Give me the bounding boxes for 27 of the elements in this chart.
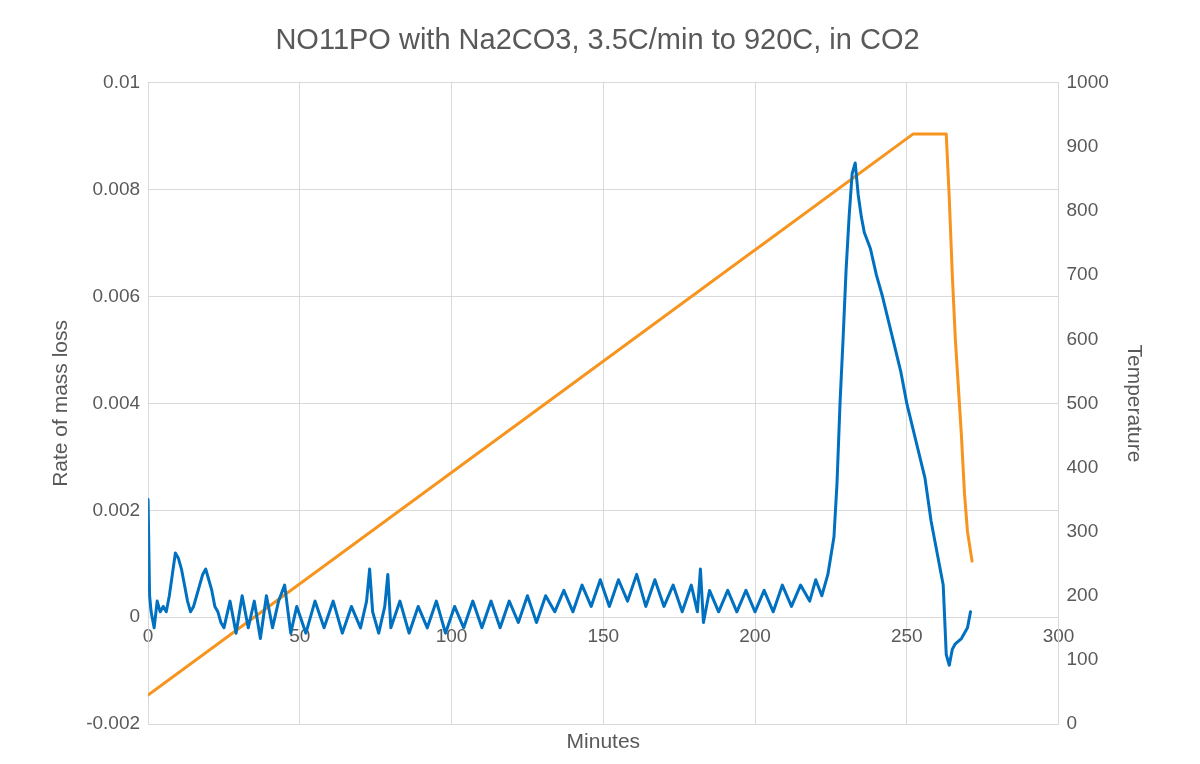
y-tick-label: 0.008 bbox=[92, 177, 141, 199]
y2-tick-label: 500 bbox=[1066, 391, 1099, 413]
y2-tick-label: 600 bbox=[1066, 327, 1099, 349]
y-tick-label: 0.006 bbox=[92, 284, 141, 306]
y2-tick-label: 700 bbox=[1066, 263, 1099, 285]
y-tick-label: 0.004 bbox=[92, 391, 141, 413]
y-tick-label: 0 bbox=[129, 605, 141, 627]
x-tick-label: 250 bbox=[890, 624, 923, 646]
y2-tick-label: 200 bbox=[1066, 583, 1099, 605]
x-tick-label: 100 bbox=[435, 624, 468, 646]
y2-tick-label: 900 bbox=[1066, 135, 1099, 157]
y2-tick-label: 400 bbox=[1066, 455, 1099, 477]
x-tick-label: 150 bbox=[587, 624, 620, 646]
x-tick-label: 200 bbox=[739, 624, 771, 646]
x-axis-title: Minutes bbox=[566, 729, 641, 753]
chart-title: NO11PO with Na2CO3, 3.5C/min to 920C, in CO2 bbox=[275, 23, 920, 56]
x-tick-label: 300 bbox=[1042, 624, 1075, 646]
y-axis-title: Rate of mass loss bbox=[48, 319, 72, 487]
y2-tick-label: 1000 bbox=[1066, 71, 1109, 93]
y2-tick-label: 300 bbox=[1066, 519, 1099, 541]
y2-tick-label: 0 bbox=[1066, 712, 1078, 734]
y2-tick-label: 100 bbox=[1066, 648, 1099, 670]
y2-axis-title: Temperature bbox=[1123, 344, 1147, 463]
y-tick-label: -0.002 bbox=[86, 712, 141, 734]
y-tick-label: 0.01 bbox=[103, 71, 141, 93]
y-tick-label: 0.002 bbox=[92, 498, 141, 520]
y2-tick-label: 800 bbox=[1066, 199, 1099, 221]
